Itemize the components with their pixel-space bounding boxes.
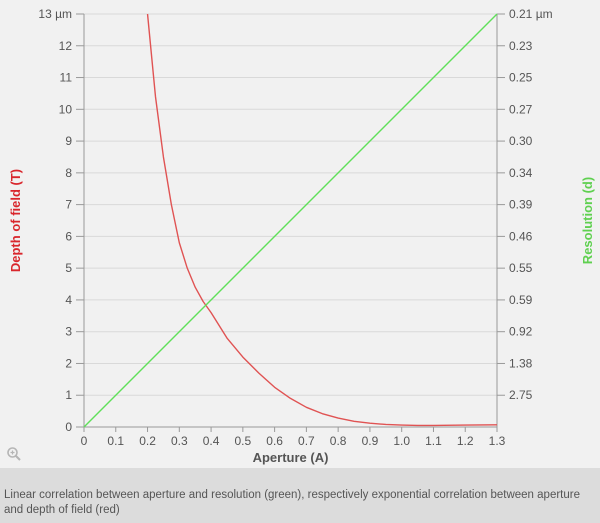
y-axis-title-left: Depth of field (T) <box>8 169 23 272</box>
series-resolution-line <box>83 13 498 428</box>
axes-layer <box>76 13 505 432</box>
zoom-icon[interactable] <box>6 446 22 462</box>
tick-label-x: 0.2 <box>139 434 156 448</box>
tick-label-x: 0.9 <box>362 434 379 448</box>
tick-label-y-left: 12 <box>59 39 73 53</box>
series-depth-of-field-line <box>146 13 498 427</box>
x-axis-title: Aperture (A) <box>253 450 329 465</box>
tick-label-y-right: 0.30 <box>509 134 533 148</box>
tick-label-y-right: 0.27 <box>509 102 533 116</box>
tick-label-y-left: 13 µm <box>38 7 72 21</box>
tick-label-y-left: 9 <box>65 134 72 148</box>
figure-panel: 0 1 2 3 4 5 6 7 8 9 10 11 12 13 µm 2.75 1.38 0.92 0.59 0.5… <box>0 0 600 468</box>
tick-label-y-left: 7 <box>65 198 72 212</box>
tick-label-y-left: 0 <box>65 420 72 434</box>
tick-label-x: 0.8 <box>330 434 347 448</box>
tick-label-y-right: 0.92 <box>509 325 533 339</box>
tick-label-y-left: 2 <box>65 356 72 370</box>
tick-label-y-right: 0.21 µm <box>509 7 553 21</box>
tick-label-x: 0.3 <box>171 434 188 448</box>
tick-label-y-left: 8 <box>65 166 72 180</box>
tick-label-y-left: 1 <box>65 388 72 402</box>
tick-label-x: 1.1 <box>425 434 442 448</box>
tick-label-x: 0.6 <box>266 434 283 448</box>
tick-label-y-left: 6 <box>65 229 72 243</box>
tick-label-y-right: 1.38 <box>509 356 533 370</box>
tick-label-y-left: 4 <box>65 293 72 307</box>
tick-label-y-right: 0.34 <box>509 166 533 180</box>
tick-label-y-right: 0.46 <box>509 229 533 243</box>
tick-label-x: 1.2 <box>457 434 474 448</box>
tick-label-y-left: 3 <box>65 325 72 339</box>
y-axis-title-right: Resolution (d) <box>580 177 595 264</box>
series-layer <box>83 13 498 428</box>
grid-layer <box>84 13 497 396</box>
tick-label-x: 0.7 <box>298 434 315 448</box>
tick-label-y-left: 5 <box>65 261 72 275</box>
tick-label-x: 0.5 <box>235 434 252 448</box>
tick-label-x: 0.4 <box>203 434 220 448</box>
tick-label-y-left: 11 <box>60 71 73 85</box>
tick-label-x: 1.0 <box>393 434 410 448</box>
tick-label-y-left: 10 <box>59 102 73 116</box>
tick-label-y-right: 0.23 <box>509 39 533 53</box>
tick-label-x: 1.3 <box>489 434 506 448</box>
tick-label-x: 0.1 <box>107 434 124 448</box>
tick-label-y-right: 0.59 <box>509 293 533 307</box>
tick-label-y-right: 2.75 <box>509 388 533 402</box>
tick-label-y-right: 0.55 <box>509 261 533 275</box>
tick-label-x: 0 <box>81 434 88 448</box>
figure-caption: Linear correlation between aperture and … <box>0 468 600 523</box>
tick-label-y-right: 0.39 <box>509 198 533 212</box>
tick-label-y-right: 0.25 <box>509 71 533 85</box>
